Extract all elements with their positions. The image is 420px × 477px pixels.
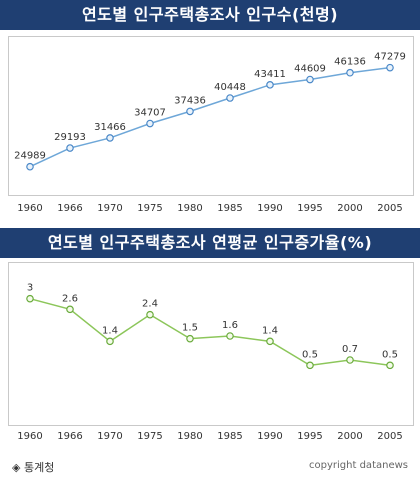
chart-1-data-label: 47279	[374, 52, 406, 63]
chart-1-point	[346, 68, 354, 77]
chart-2-x-tick-label: 1975	[137, 431, 163, 442]
chart-2-panel	[8, 262, 414, 426]
chart-1-x-axis: 1960 1966 1970 1975 1980 1985 1990 1995 2000 2005	[0, 203, 420, 225]
chart-1-x-tick-label: 2000	[337, 203, 363, 214]
chart-1-data-label: 31466	[94, 122, 126, 133]
chart-2-data-label: 0.5	[302, 349, 318, 360]
chart-1-x-tick-label: 1975	[137, 203, 163, 214]
chart-2-data-label: 1.6	[222, 320, 238, 331]
chart-1-point	[186, 107, 194, 116]
chart-2-point	[386, 361, 394, 370]
chart-1-x-tick-label: 1970	[97, 203, 123, 214]
chart-2-x-tick-label: 1966	[57, 431, 83, 442]
chart-2-data-label: 2.6	[62, 293, 78, 304]
chart-1-point	[306, 75, 314, 84]
chart-2-x-tick-label: 1985	[217, 431, 243, 442]
chart-2-x-tick-label: 1980	[177, 431, 203, 442]
source-label: ◈ 통계청	[12, 461, 55, 474]
chart-2-title: 연도별 인구주택총조사 연평균 인구증가율(%)	[0, 228, 420, 258]
chart-2-point	[226, 332, 234, 340]
chart-1-x-tick-label: 2005	[377, 203, 403, 214]
chart-1-title: 연도별 인구주택총조사 인구수(천명)	[0, 0, 420, 30]
chart-1-x-tick-label: 1960	[17, 203, 43, 214]
chart-1-point	[26, 162, 34, 171]
chart-2-data-label: 0.5	[382, 349, 398, 360]
chart-2-data-label: 1.4	[102, 325, 118, 336]
chart-2-point	[306, 361, 314, 370]
chart-1-data-label: 29193	[54, 132, 86, 143]
chart-2-data-label: 0.7	[342, 344, 358, 355]
chart-2-data-label: 3	[27, 283, 33, 294]
chart-2-point	[346, 356, 354, 364]
chart-2-point	[106, 337, 114, 346]
chart-1-data-label: 46136	[334, 57, 366, 68]
chart-1-x-tick-label: 1980	[177, 203, 203, 214]
chart-2-data-label: 2.4	[142, 299, 158, 310]
chart-1-panel	[8, 36, 414, 196]
chart-1-point	[226, 94, 234, 102]
chart-1-point	[266, 81, 274, 89]
chart-2-x-tick-label: 1970	[97, 431, 123, 442]
chart-1-series-line	[29, 66, 391, 168]
chart-1-x-tick-label: 1966	[57, 203, 83, 214]
chart-1-x-tick-label: 1985	[217, 203, 243, 214]
chart-2-x-tick-label: 2005	[377, 431, 403, 442]
chart-1-data-label: 34707	[134, 108, 166, 119]
chart-2-x-tick-label: 1960	[17, 431, 43, 442]
chart-2-x-axis: 1960 1966 1970 1975 1980 1985 1990 1995 2000 2005	[0, 431, 420, 453]
chart-2-point	[146, 310, 154, 319]
chart-1-x-tick-label: 1990	[257, 203, 283, 214]
chart-1-point	[386, 63, 394, 72]
copyright-label: copyright datanews	[309, 460, 408, 471]
chart-2-point	[186, 334, 194, 343]
chart-1-data-label: 43411	[254, 69, 286, 80]
chart-1-point	[106, 134, 114, 142]
chart-2-point	[66, 305, 74, 314]
chart-1-data-label: 37436	[174, 95, 206, 106]
chart-2-x-tick-label: 2000	[337, 431, 363, 442]
chart-1-data-label: 24989	[14, 151, 46, 162]
chart-1-data-label: 44609	[294, 64, 326, 75]
chart-1-point	[146, 119, 154, 128]
chart-1-x-tick-label: 1995	[297, 203, 323, 214]
chart-2-series-line	[29, 297, 391, 367]
chart-2-point	[266, 337, 274, 346]
chart-2-data-label: 1.5	[182, 323, 198, 334]
chart-2-x-tick-label: 1995	[297, 431, 323, 442]
chart-1-data-label: 40448	[214, 82, 246, 93]
chart-2-x-tick-label: 1990	[257, 431, 283, 442]
chart-2-point	[26, 294, 34, 303]
chart-2-data-label: 1.4	[262, 325, 278, 336]
chart-1-point	[66, 144, 74, 152]
